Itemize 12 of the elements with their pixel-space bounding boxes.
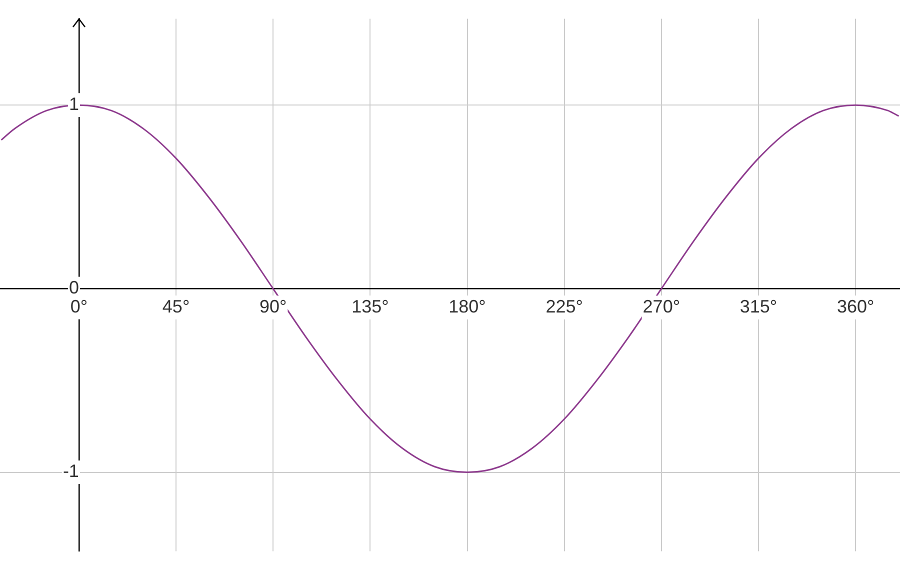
x-tick-label: 45° bbox=[162, 296, 190, 316]
x-tick-label: 180° bbox=[448, 296, 486, 316]
x-tick-label: 315° bbox=[740, 296, 778, 316]
x-tick-label: 225° bbox=[546, 296, 583, 316]
x-tick-label: 90° bbox=[259, 296, 287, 316]
x-tick-label: 270° bbox=[642, 296, 680, 316]
x-tick-label: 360° bbox=[836, 296, 874, 316]
y-tick-label: 0 bbox=[68, 278, 79, 298]
x-tick-label: 0° bbox=[70, 296, 88, 316]
y-tick-label: 1 bbox=[68, 94, 79, 114]
x-tick-label: 135° bbox=[352, 296, 389, 316]
y-tick-label: -1 bbox=[62, 461, 79, 482]
